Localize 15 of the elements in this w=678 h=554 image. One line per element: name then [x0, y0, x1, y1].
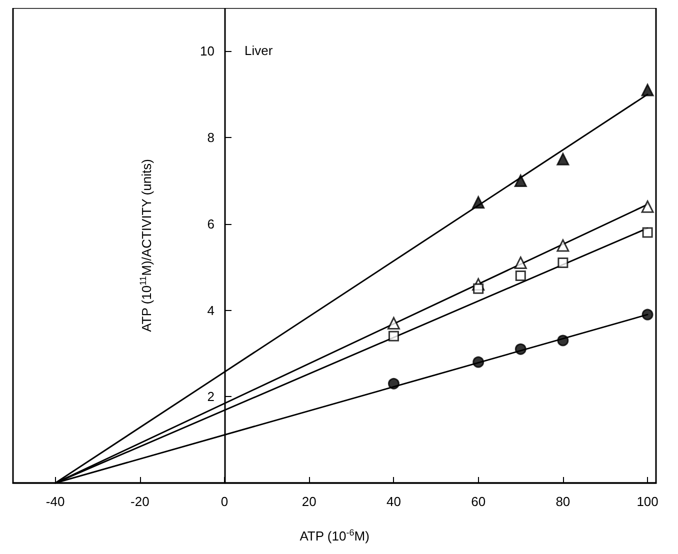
y-tick-label: 4	[207, 302, 215, 318]
x-tick-label: -40	[46, 494, 65, 509]
y-tick-label: 6	[207, 216, 215, 232]
annotation: Liver	[244, 43, 274, 58]
x-tick-label: 80	[556, 494, 570, 509]
y-tick-label: 2	[207, 389, 215, 404]
y-axis-title: ATP (1011M)/ACTIVITY (units)	[138, 159, 154, 332]
y-tick-label: 10	[200, 44, 215, 59]
x-tick-label: 20	[302, 494, 316, 509]
x-tick-label: -20	[130, 494, 150, 509]
y-tick-label: 8	[207, 130, 215, 146]
x-tick-label: 60	[471, 494, 486, 509]
x-tick-label: 0	[220, 494, 228, 509]
x-tick-label: 100	[636, 494, 658, 509]
x-tick-label: 40	[386, 494, 401, 509]
